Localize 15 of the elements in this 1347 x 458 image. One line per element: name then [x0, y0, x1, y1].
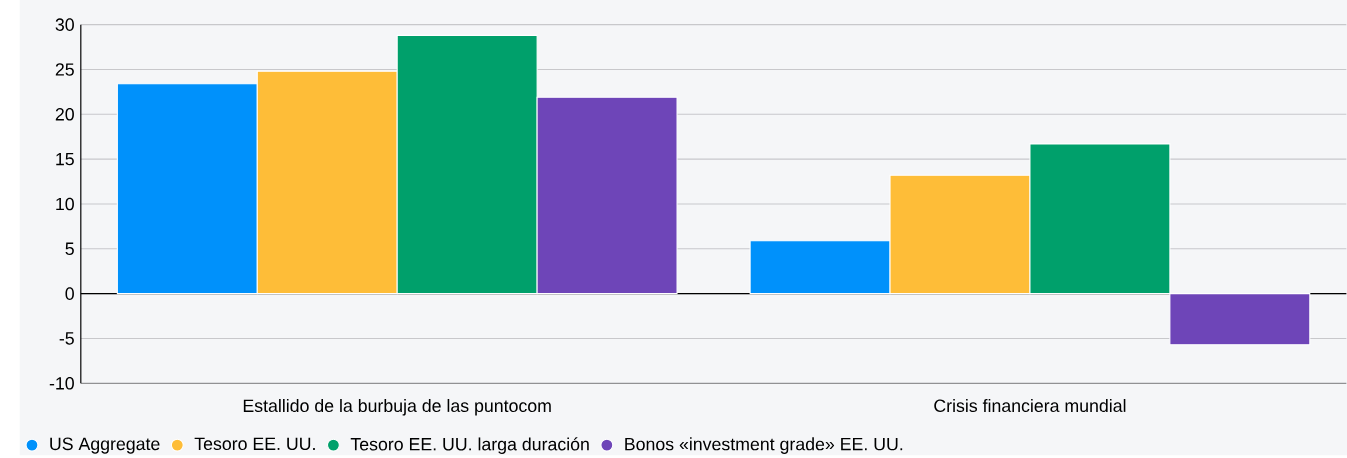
- y-tick-label: 25: [55, 63, 74, 76]
- y-tick-label: 15: [56, 152, 74, 166]
- y-tick-label: -5: [59, 332, 74, 345]
- legend-label: US Aggregate: [50, 437, 160, 454]
- legend-label: Tesoro EE. UU.: [194, 437, 315, 450]
- x-tick-label: Estallido de la burbuja de las puntocom: [243, 398, 551, 416]
- y-tick-label: 20: [55, 107, 74, 121]
- y-tick-label: 30: [55, 18, 74, 31]
- legend-label: Tesoro EE. UU. larga duración: [350, 437, 589, 454]
- y-tick-label: 0: [65, 287, 74, 300]
- x-tick-label: Crisis financiera mundial: [934, 398, 1126, 412]
- y-tick-label: 10: [56, 197, 74, 211]
- legend-label: Bonos «investment grade» EE. UU.: [625, 437, 903, 454]
- y-tick-label: 5: [65, 242, 74, 255]
- y-tick-label: -10: [49, 376, 74, 390]
